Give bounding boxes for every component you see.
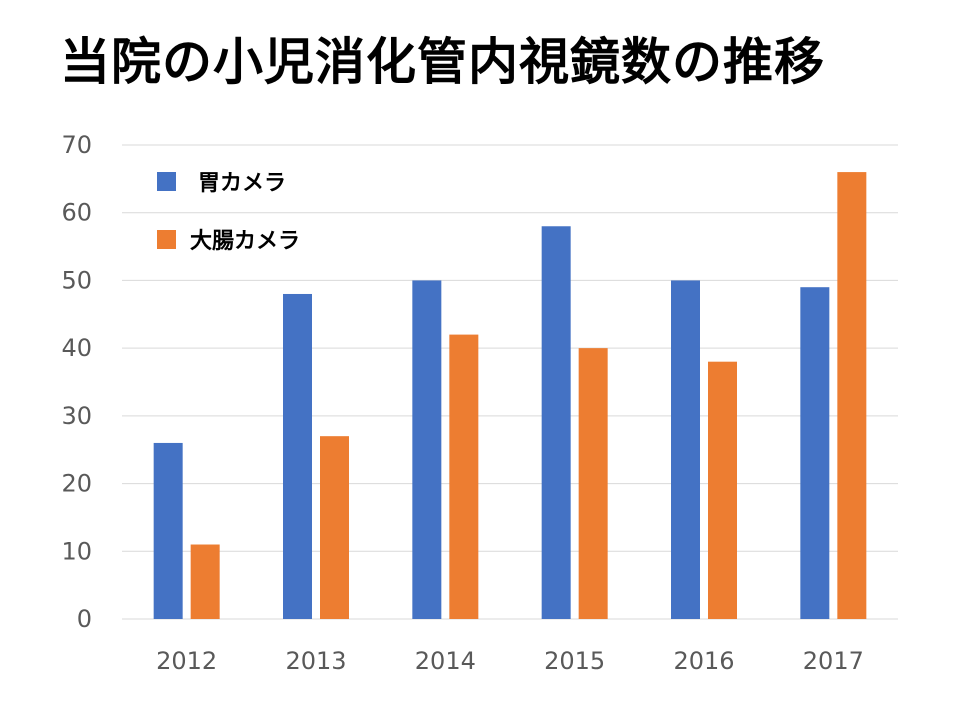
legend-label: 大腸カメラ — [190, 229, 300, 254]
bar-gastroscopy-2013 — [283, 293, 312, 619]
y-tick-label: 10 — [61, 537, 92, 565]
legend-swatch — [157, 172, 176, 191]
y-tick-label: 70 — [61, 131, 92, 159]
y-tick-label: 30 — [61, 402, 92, 430]
gridlines — [122, 144, 898, 620]
bars — [153, 172, 867, 620]
x-axis-ticks: 2012 2013 2014 2015 2016 2017 — [156, 647, 864, 675]
bar-colonoscopy-2015 — [578, 348, 608, 619]
y-tick-label: 20 — [61, 470, 92, 498]
x-tick-label: 2012 — [156, 647, 217, 675]
x-tick-label: 2016 — [673, 647, 734, 675]
bar-colonoscopy-2014 — [449, 334, 479, 619]
bar-colonoscopy-2013 — [320, 436, 349, 619]
y-tick-label: 50 — [61, 266, 92, 294]
legend-label: 胃カメラ — [198, 171, 286, 196]
x-tick-label: 2017 — [803, 647, 864, 675]
page-title: 当院の小児消化管内視鏡数の推移 — [60, 33, 825, 91]
x-tick-label: 2014 — [415, 647, 476, 675]
bar-colonoscopy-2012 — [190, 544, 220, 619]
bar-colonoscopy-2017 — [837, 172, 867, 620]
bar-gastroscopy-2014 — [412, 280, 442, 619]
bar-gastroscopy-2015 — [541, 226, 571, 619]
bar-gastroscopy-2017 — [800, 287, 830, 619]
bar-colonoscopy-2016 — [708, 361, 737, 619]
x-tick-label: 2013 — [285, 647, 346, 675]
y-tick-label: 40 — [61, 334, 92, 362]
bar-gastroscopy-2012 — [153, 442, 183, 619]
y-tick-label: 0 — [77, 605, 92, 633]
x-tick-label: 2015 — [544, 647, 605, 675]
y-axis-ticks: 0 10 20 30 40 50 60 70 — [61, 131, 92, 633]
y-tick-label: 60 — [61, 199, 92, 227]
legend-swatch — [157, 230, 176, 249]
bar-gastroscopy-2016 — [671, 280, 700, 619]
